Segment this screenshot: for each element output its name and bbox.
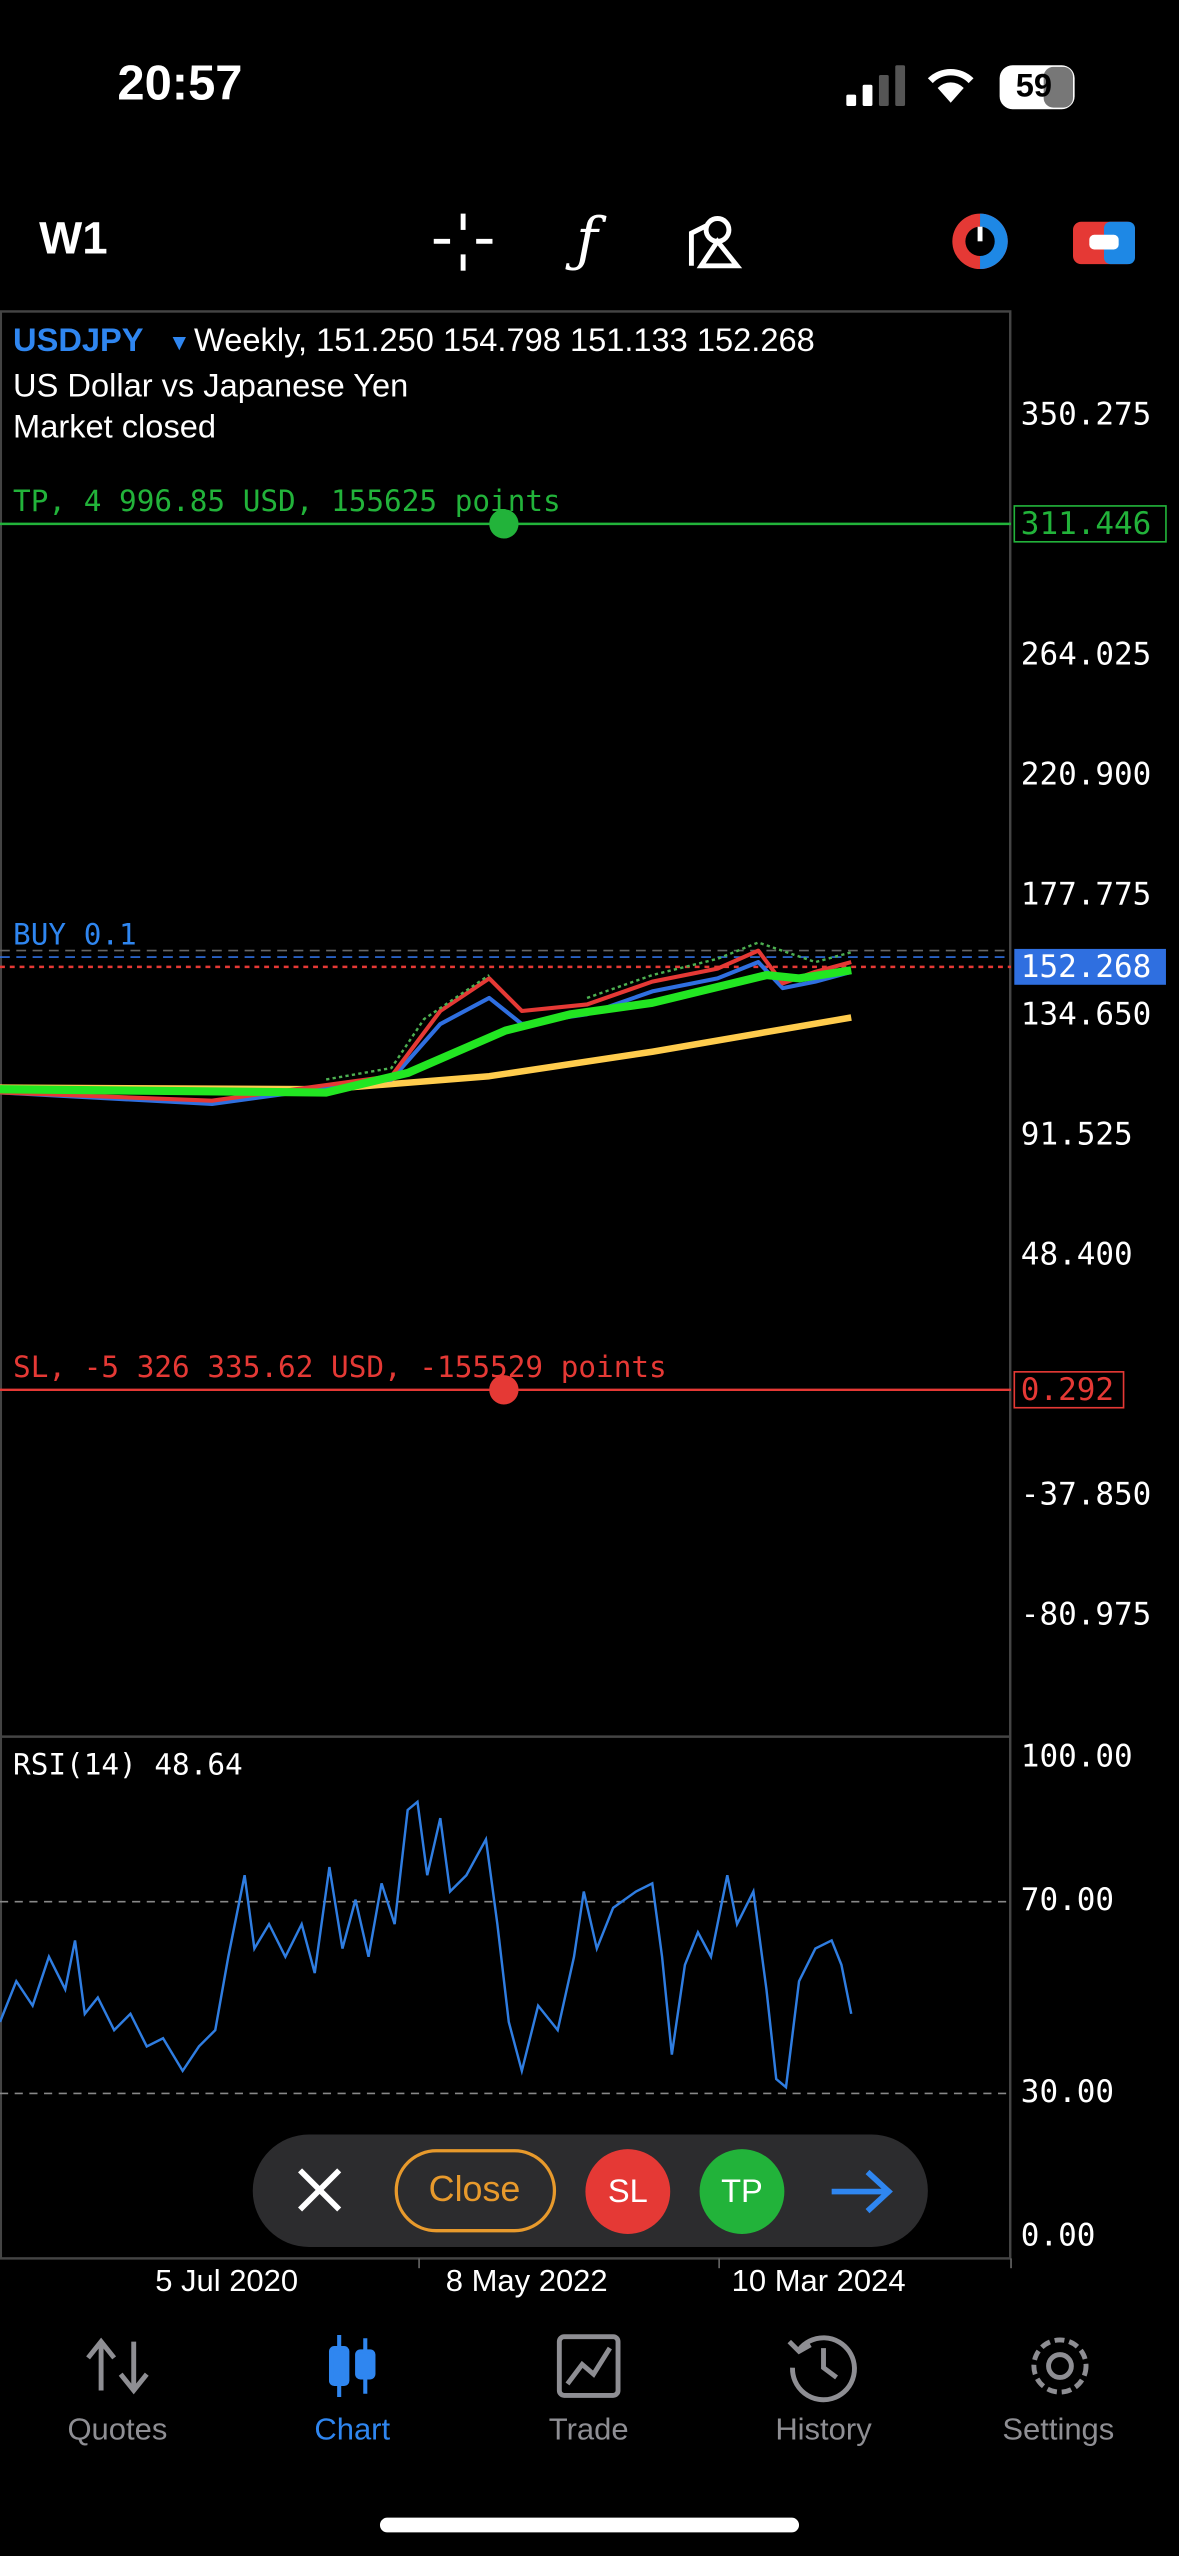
battery-empty [1043,66,1074,108]
symbol-dropdown[interactable]: ▼ [168,329,191,355]
price-tick-label: 48.400 [1021,1236,1133,1272]
tp-label: TP, 4 996.85 USD, 155625 points [13,484,561,518]
sl-label[interactable]: SL [608,2172,648,2209]
home-indicator [379,2517,800,2533]
settings-icon[interactable] [1031,2337,1089,2395]
current-price-box [1014,948,1166,985]
rsi-line [0,1799,853,2090]
signal-bar [878,75,889,106]
chart-icon[interactable] [328,2335,376,2398]
sl-handle[interactable] [489,1375,519,1405]
signal-bar [862,84,873,106]
signal-bar [895,65,906,106]
price-tick-label: -80.975 [1021,1596,1152,1632]
ohlc-header: Weekly, 151.250 154.798 151.133 152.268 [194,321,815,358]
quotes-icon[interactable] [86,2337,149,2395]
close-button[interactable] [394,2149,557,2233]
tp-price-box [1013,505,1167,543]
date-label: 8 May 2022 [446,2263,608,2298]
candles [325,941,852,1081]
price-tick-label: 91.525 [1021,1116,1133,1152]
rsi-tick-label: 100.00 [1021,1738,1133,1774]
timeframe[interactable]: W1 [39,212,107,263]
current-price: 152.268 [1021,949,1152,985]
tab-label[interactable]: Quotes [67,2411,167,2446]
rsi-tick-label: 0.00 [1021,2218,1096,2254]
sl-button[interactable] [585,2149,671,2234]
date-label: 10 Mar 2024 [732,2263,906,2298]
tab-label[interactable]: History [775,2411,872,2446]
order-label: BUY 0.1 [13,917,137,951]
tab-label[interactable]: Chart [314,2411,390,2446]
price-plot [0,941,852,1106]
objects-icon[interactable] [688,216,743,269]
battery-level: 59 [1016,67,1052,104]
history-icon[interactable] [787,2335,857,2403]
price-tick-label: 220.900 [1021,756,1152,792]
signal-bar [846,94,857,106]
next-button[interactable] [831,2169,893,2214]
tab-label[interactable]: Settings [1002,2411,1114,2446]
date-label: 5 Jul 2020 [155,2263,298,2298]
price-tick-label: 350.275 [1021,396,1152,432]
sl-price-box [1013,1371,1125,1409]
price-tick-label: 177.775 [1021,876,1152,912]
tp-label[interactable]: TP [721,2172,763,2209]
close-label[interactable]: Close [429,2169,521,2209]
price-tick-label: 134.650 [1021,996,1152,1032]
symbol-description: US Dollar vs Japanese Yen [13,367,408,404]
crosshair-icon[interactable] [433,213,493,271]
price-tick-label: -37.850 [1021,1476,1152,1512]
tp-handle[interactable] [489,509,519,539]
rsi-label: RSI(14) 48.64 [13,1747,243,1781]
sl-price: 0.292 [1021,1372,1114,1408]
trade-icon[interactable] [1073,221,1135,265]
fast-ma [0,966,852,1097]
tp-price: 311.446 [1021,506,1152,542]
trade-tab-icon[interactable] [556,2334,621,2398]
clock: 20:57 [117,56,242,110]
chart-frame [0,310,1012,2260]
axis-layer: 350.275 264.025 220.900 177.775 134.650 91.52… [0,396,1167,2298]
tab-label[interactable]: Trade [549,2411,629,2446]
price-tick-label: 264.025 [1021,636,1152,672]
market-status: Market closed [13,407,216,444]
wifi-icon [927,68,974,103]
action-bar: Close SL TP [252,2134,928,2247]
symbol[interactable]: USDJPY [13,321,144,358]
rsi-tick-label: 70.00 [1021,1882,1114,1918]
tab-bar: Quotes Chart Trade History Settings [67,2411,1114,2446]
signal-icon[interactable] [952,213,1008,270]
status-icons: 59 [846,65,1075,110]
tab-icons [86,2334,1089,2403]
tp-button[interactable] [699,2149,785,2234]
sl-label: SL, -5 326 335.62 USD, -155529 points [13,1350,667,1384]
rsi-tick-label: 30.00 [1021,2074,1114,2110]
dismiss-button[interactable] [298,2168,342,2212]
